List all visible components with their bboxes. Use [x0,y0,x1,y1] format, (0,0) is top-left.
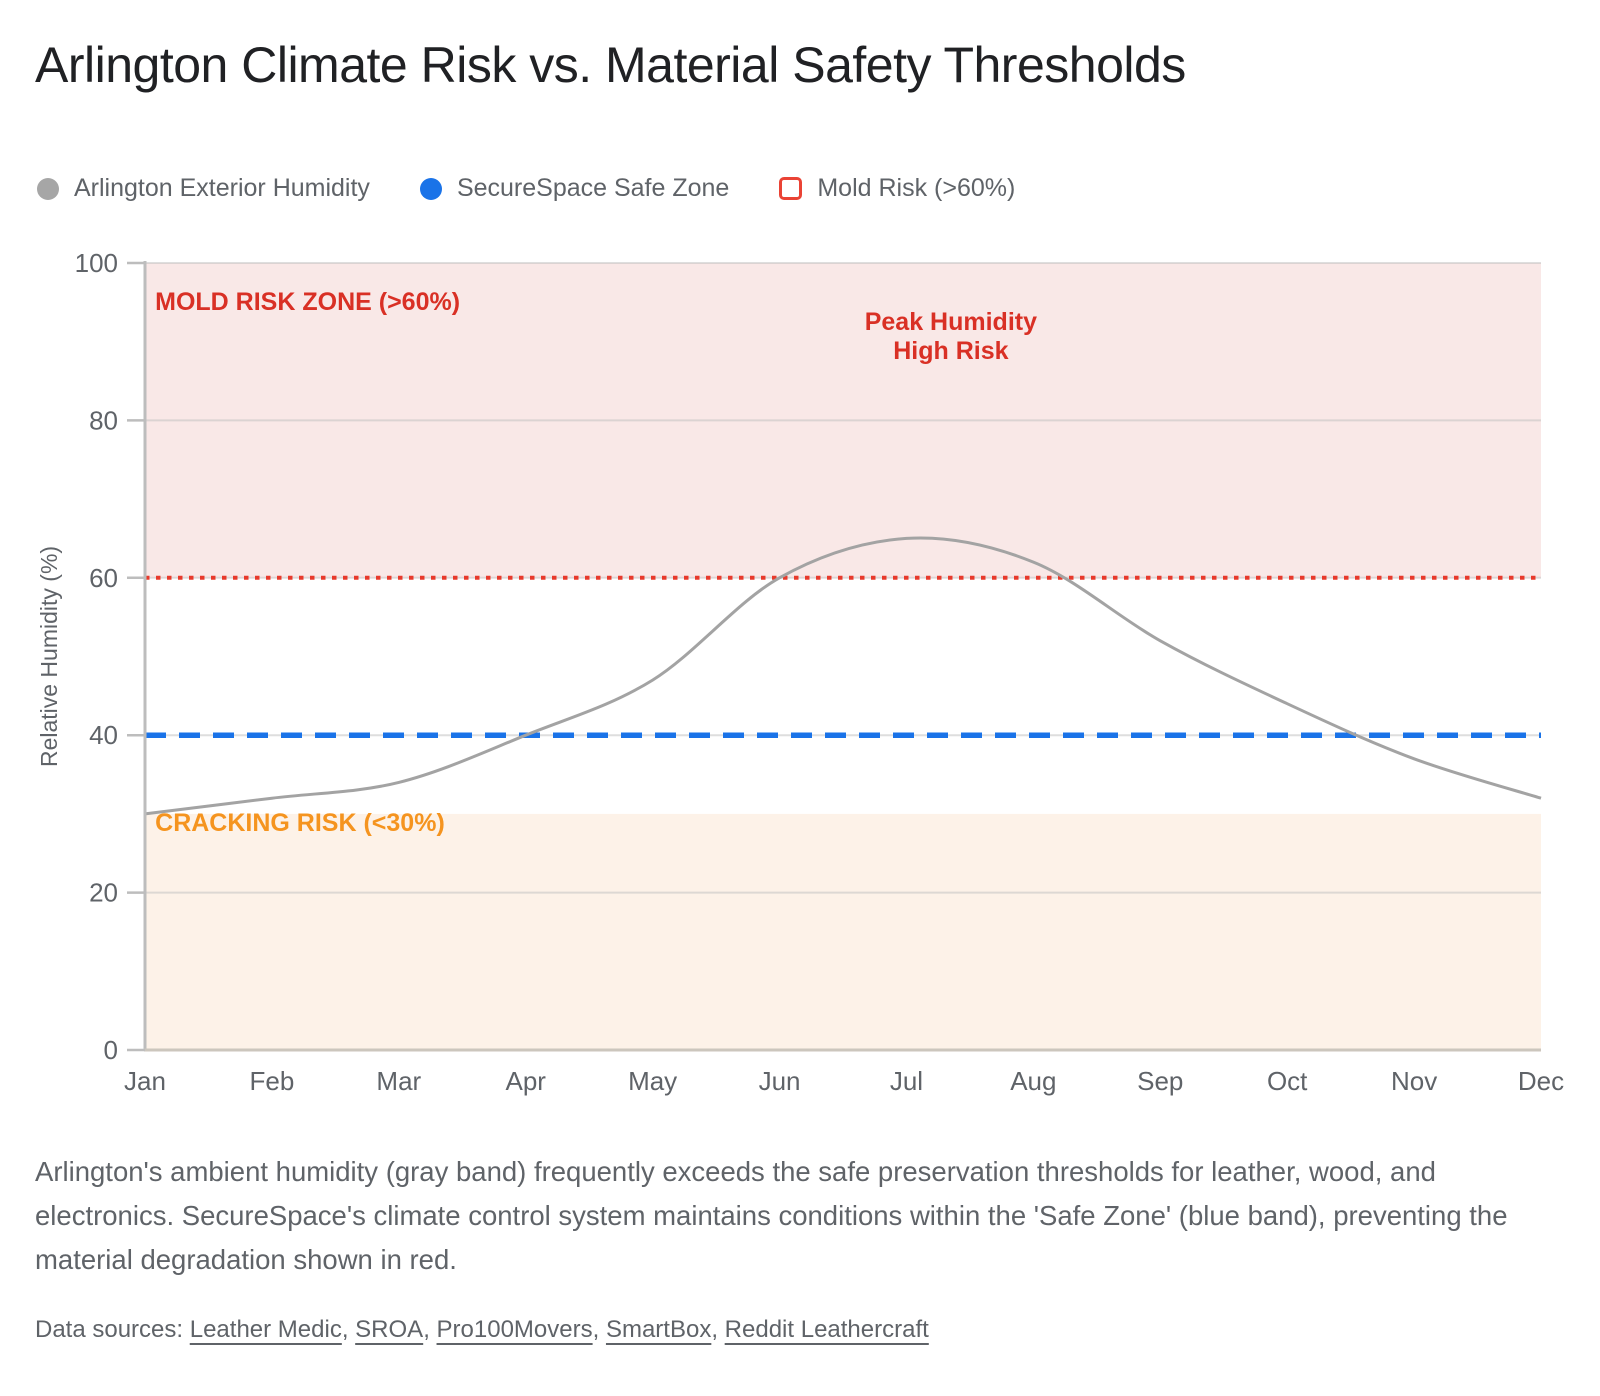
legend-item-label: Arlington Exterior Humidity [74,174,370,202]
chart-legend: Arlington Exterior Humidity SecureSpace … [37,174,1015,203]
gray-dot-icon [37,177,59,200]
cracking-risk-zone-band [145,813,1541,1050]
y-tick-label: 60 [89,563,118,593]
legend-item-label: Mold Risk (>60%) [817,174,1016,202]
y-axis-title: Relative Humidity (%) [36,546,62,767]
x-tick-label: Aug [1010,1066,1056,1096]
x-tick-label: Nov [1391,1066,1437,1096]
data-sources: Data sources: Leather Medic, SROA, Pro10… [35,1316,929,1344]
humidity-chart: 0 20 40 60 80 100 Jan Feb Mar Apr May Jun Jul Aug Sep O… [36,248,1564,1096]
source-link-pro100movers[interactable]: Pro100Movers [436,1316,593,1343]
legend-item-exterior-humidity: Arlington Exterior Humidity [37,174,370,203]
peak-annotation: Peak Humidity High Risk [865,308,1037,365]
page-title: Arlington Climate Risk vs. Material Safe… [35,37,1186,93]
cracking-risk-zone-label: CRACKING RISK (<30%) [155,809,445,837]
x-tick-label: Mar [376,1066,421,1096]
x-tick-label: Jul [890,1066,923,1096]
x-tick-label: Jan [124,1066,166,1096]
y-tick-label: 100 [75,248,118,278]
y-tick-label: 40 [89,720,118,750]
x-tick-label: Oct [1267,1066,1308,1096]
legend-item-mold-risk: Mold Risk (>60%) [779,174,1015,203]
x-tick-label: Jun [759,1066,801,1096]
y-tick-label: 0 [104,1035,118,1065]
red-square-outline-icon [779,177,803,200]
mold-risk-zone-label: MOLD RISK ZONE (>60%) [155,288,460,316]
caption: Arlington's ambient humidity (gray band)… [35,1156,1508,1275]
source-link-smartbox[interactable]: SmartBox [605,1316,712,1343]
humidity-curve [144,536,1542,816]
data-sources-prefix: Data sources: [35,1316,190,1343]
x-tick-label: Sep [1137,1066,1183,1096]
x-tick-label: Apr [505,1066,546,1096]
blue-dot-icon [419,177,442,200]
x-tick-label: Feb [250,1066,295,1096]
source-link-reddit-leathercraft[interactable]: Reddit Leathercraft [724,1316,929,1343]
legend-item-label: SecureSpace Safe Zone [456,174,730,202]
x-tick-label: May [628,1066,677,1096]
source-link-sroa[interactable]: SROA [355,1316,424,1343]
legend-item-safe-zone: SecureSpace Safe Zone [419,174,730,203]
y-tick-label: 80 [89,405,118,435]
y-tick-label: 20 [89,878,118,908]
data-sources-links: Leather Medic, SROA, Pro100Movers, Smart… [189,1316,929,1343]
source-link-leather-medic[interactable]: Leather Medic [189,1316,342,1343]
x-tick-label: Dec [1518,1066,1564,1096]
